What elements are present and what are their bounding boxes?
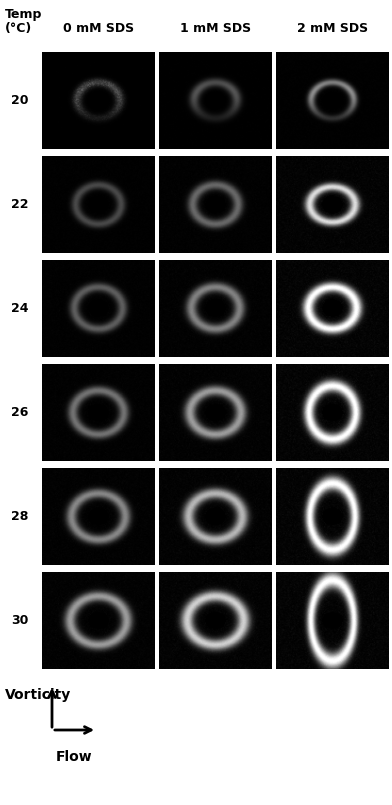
Text: 28: 28 xyxy=(11,510,29,523)
Text: 2 mM SDS: 2 mM SDS xyxy=(297,22,368,35)
Text: 26: 26 xyxy=(11,406,29,419)
Text: 20: 20 xyxy=(11,94,29,107)
Text: 24: 24 xyxy=(11,302,29,315)
Text: 1 mM SDS: 1 mM SDS xyxy=(180,22,251,35)
Text: Flow: Flow xyxy=(56,750,93,764)
Text: 0 mM SDS: 0 mM SDS xyxy=(63,22,134,35)
Text: Vorticity: Vorticity xyxy=(5,688,71,702)
Text: (°C): (°C) xyxy=(5,22,32,35)
Text: 30: 30 xyxy=(11,614,29,627)
Text: 22: 22 xyxy=(11,198,29,211)
Text: Temp: Temp xyxy=(5,8,42,21)
